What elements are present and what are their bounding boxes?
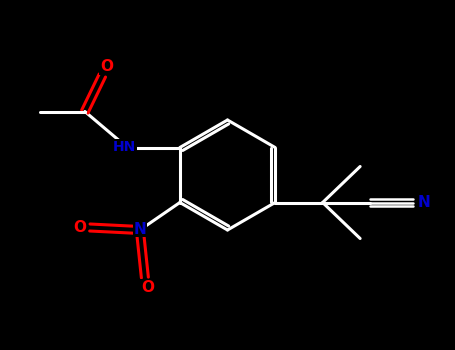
Text: O: O <box>141 280 154 295</box>
Text: O: O <box>73 220 86 235</box>
Text: N: N <box>417 195 430 210</box>
Text: HN: HN <box>113 140 136 154</box>
Text: O: O <box>100 59 113 74</box>
Text: N: N <box>133 222 146 237</box>
